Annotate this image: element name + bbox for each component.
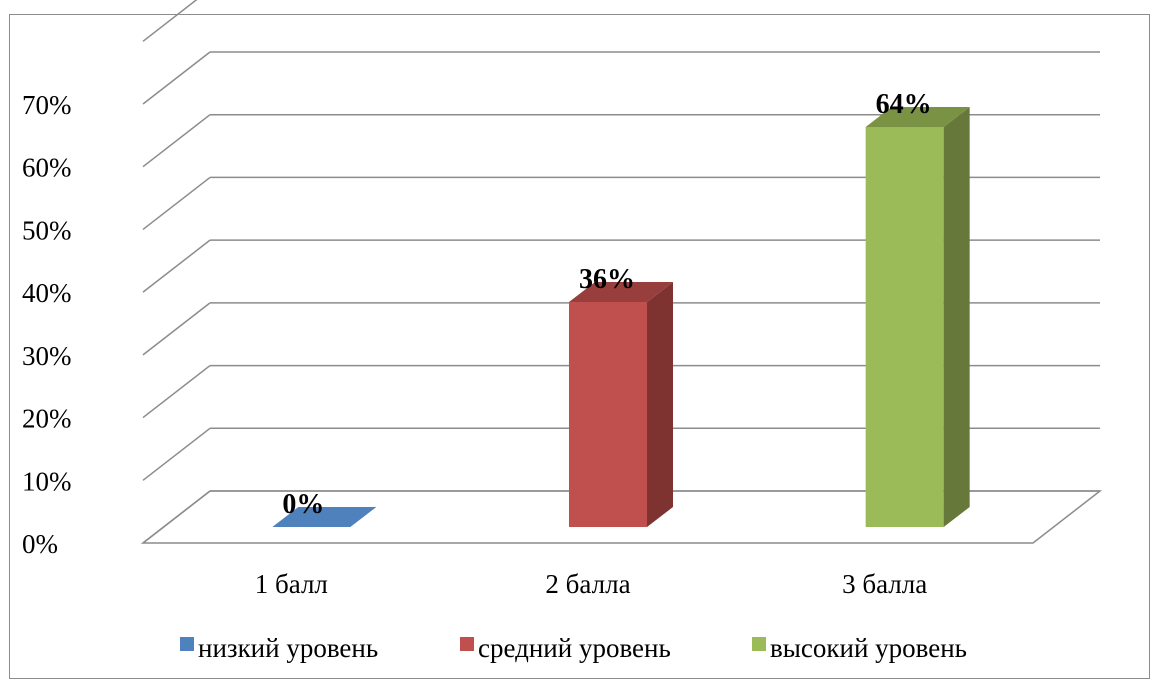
data-labels: 0% 36% 64% bbox=[282, 89, 931, 520]
category-label: 3 балла bbox=[842, 569, 927, 599]
side-gridline bbox=[142, 239, 211, 293]
side-gridline bbox=[142, 51, 211, 105]
bar-front bbox=[569, 302, 647, 527]
legend-item: высокий уровень bbox=[752, 633, 967, 663]
side-gridline bbox=[142, 364, 211, 419]
y-tick-label: 30% bbox=[22, 341, 72, 371]
legend-swatch bbox=[752, 637, 766, 651]
bar-top bbox=[865, 107, 970, 127]
y-tick-label: 50% bbox=[22, 215, 72, 245]
bar-1 bbox=[272, 507, 377, 527]
bar-side bbox=[943, 107, 970, 527]
y-tick-label: 70% bbox=[22, 90, 72, 120]
bars bbox=[272, 107, 970, 527]
data-label: 36% bbox=[579, 264, 635, 295]
category-label: 2 балла bbox=[545, 569, 630, 599]
side-gridline bbox=[142, 490, 211, 544]
y-axis-ticks: 0% 10% 20% 30% 40% 50% 60% 70% bbox=[22, 90, 72, 559]
legend-swatch bbox=[460, 637, 474, 651]
y-tick-label: 0% bbox=[22, 529, 58, 559]
bar-front bbox=[865, 127, 944, 527]
bar-2 bbox=[569, 282, 673, 527]
legend-label: высокий уровень bbox=[770, 633, 967, 663]
side-gridline bbox=[142, 0, 198, 42]
y-tick-label: 60% bbox=[22, 153, 72, 183]
data-label: 0% bbox=[282, 489, 324, 520]
bar-top bbox=[272, 507, 377, 527]
side-gridline bbox=[142, 176, 211, 231]
category-label: 1 балл bbox=[255, 569, 328, 599]
legend-item: низкий уровень bbox=[180, 633, 378, 663]
legend-label: низкий уровень bbox=[198, 633, 378, 663]
side-gridline bbox=[142, 302, 211, 356]
category-labels: 1 балл 2 балла 3 балла bbox=[255, 569, 927, 599]
legend: низкий уровень средний уровень высокий уро… bbox=[180, 633, 967, 663]
bar-top bbox=[569, 282, 673, 302]
legend-item: средний уровень bbox=[460, 633, 671, 663]
legend-swatch bbox=[180, 637, 194, 651]
bar-side bbox=[647, 282, 673, 527]
y-tick-label: 40% bbox=[22, 278, 72, 308]
side-gridline bbox=[142, 427, 211, 481]
side-gridline bbox=[142, 114, 211, 168]
y-tick-label: 10% bbox=[22, 466, 72, 496]
y-tick-label: 20% bbox=[22, 404, 72, 434]
bar-3 bbox=[865, 107, 970, 527]
data-label: 64% bbox=[876, 89, 932, 120]
legend-label: средний уровень bbox=[478, 633, 671, 663]
